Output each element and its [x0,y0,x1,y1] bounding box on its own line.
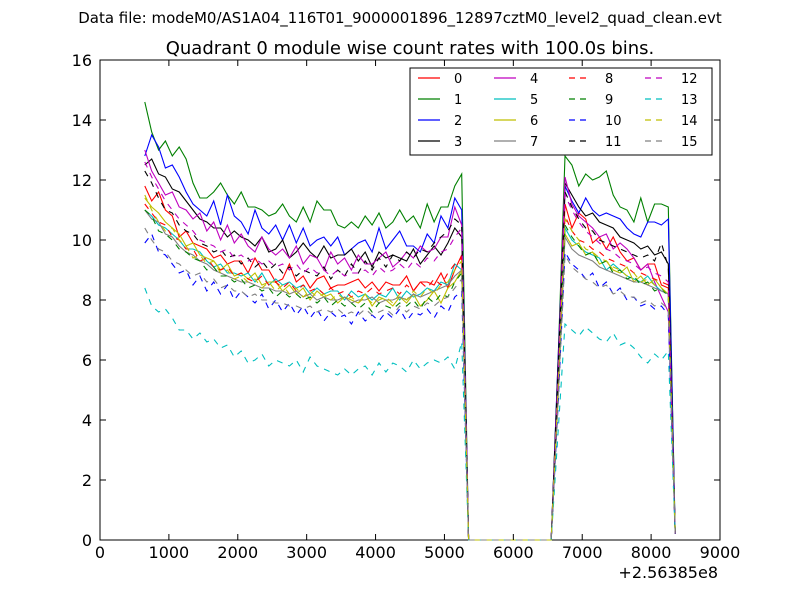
legend-label: 1 [454,93,462,108]
y-axis-tick-labels: 0 2 4 6 8 10 12 14 16 [72,51,92,550]
series-line-8 [144,203,676,541]
legend-entry-12: 12 [645,72,698,87]
x-tick-label: 4000 [355,543,396,562]
legend-entry-5: 5 [494,93,538,108]
x-axis-offset-label: +2.56385e8 [618,563,718,582]
legend-label: 4 [530,72,538,87]
legend-label: 8 [605,72,613,87]
series-line-1 [144,101,676,541]
legend-label: 0 [454,72,462,87]
legend-entry-3: 3 [418,135,462,150]
legend-entry-11: 11 [569,135,622,150]
legend-label: 15 [681,135,698,150]
series-line-15 [144,227,676,541]
legend-label: 14 [681,114,698,129]
legend-entry-8: 8 [569,72,613,87]
legend-label: 9 [605,93,613,108]
x-tick-label: 3000 [286,543,327,562]
x-tick-label: 7000 [562,543,603,562]
y-tick-label: 4 [82,411,92,430]
x-tick-label: 5000 [424,543,465,562]
y-tick-label: 0 [82,531,92,550]
y-tick-label: 16 [72,51,92,70]
chart-suptitle: Data file: modeM0/AS1A04_116T01_90000018… [78,9,722,28]
x-tick-label: 0 [95,543,105,562]
x-tick-label: 1000 [149,543,190,562]
y-tick-label: 12 [72,171,92,190]
x-tick-label: 9000 [700,543,741,562]
x-tick-label: 8000 [631,543,672,562]
y-tick-label: 10 [72,231,92,250]
legend-entry-15: 15 [645,135,698,150]
legend-entry-9: 9 [569,93,613,108]
series-line-9 [144,209,676,541]
y-tick-label: 6 [82,351,92,370]
legend-label: 7 [530,135,538,150]
legend-entry-1: 1 [418,93,462,108]
series-line-5 [144,209,676,541]
legend-entry-10: 10 [569,114,622,129]
legend-label: 5 [530,93,538,108]
series-line-13 [144,287,676,541]
legend-label: 3 [454,135,462,150]
legend-entry-14: 14 [645,114,698,129]
series-line-11 [144,170,676,541]
series-group [144,101,676,541]
legend-entry-2: 2 [418,114,462,129]
legend-label: 12 [681,72,698,87]
legend-label: 6 [530,114,538,129]
y-tick-label: 8 [82,291,92,310]
series-line-12 [144,161,676,541]
x-tick-label: 6000 [493,543,534,562]
legend-label: 11 [605,135,622,150]
y-tick-label: 14 [72,111,92,130]
x-tick-label: 2000 [217,543,258,562]
y-tick-label: 2 [82,471,92,490]
chart-title: Quadrant 0 module wise count rates with … [166,38,655,59]
series-line-2 [144,133,676,541]
series-line-3 [144,158,676,541]
x-axis-tick-labels: 0 1000 2000 3000 4000 5000 6000 7000 8000 9000 [95,543,740,562]
legend-entry-13: 13 [645,93,698,108]
legend-entry-0: 0 [418,72,462,87]
legend-entry-4: 4 [494,72,538,87]
axis-ticks [99,59,721,541]
legend-label: 10 [605,114,622,129]
series-line-7 [144,209,676,541]
legend-entry-7: 7 [494,135,538,150]
legend-entry-6: 6 [494,114,538,129]
legend-label: 2 [454,114,462,129]
legend-label: 13 [681,93,698,108]
series-line-4 [144,149,676,541]
